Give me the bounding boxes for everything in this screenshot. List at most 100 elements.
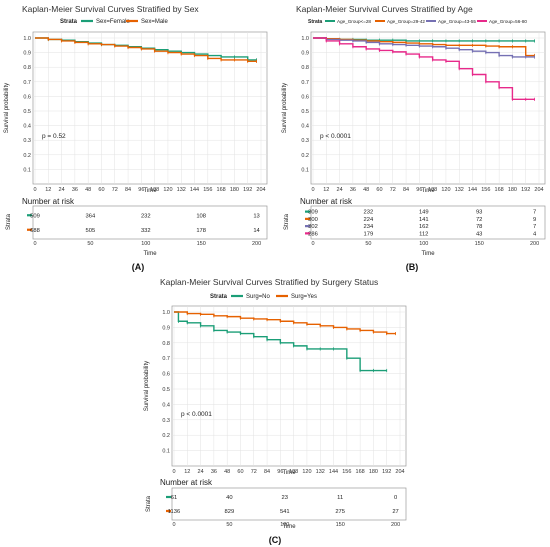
x-tick-label: 156 <box>203 187 212 193</box>
risk-cell: 541 <box>280 509 290 515</box>
risk-table: Number at risk Strata 61 40 23 11 0 1136 829 54… <box>146 478 407 530</box>
y-tick-label: 0.2 <box>162 433 170 439</box>
risk-table-cells: 61 40 23 11 0 1136 829 541 275 27 0 50 100 150 200 <box>166 495 400 528</box>
risk-cell: 332 <box>141 228 151 234</box>
x-tick-label: 120 <box>163 187 172 193</box>
y-tick-label: 0.5 <box>23 109 31 115</box>
legend-label-female: Sex=Female <box>96 19 131 25</box>
x-axis-ticks: 0 12 24 36 48 60 72 84 96 108 120 132 144 156 168 180 19… <box>172 469 404 475</box>
y-tick-label: 0.4 <box>162 402 170 408</box>
y-tick-label: 0.1 <box>301 167 309 173</box>
y-tick-label: 0.5 <box>162 387 170 393</box>
risk-cell: 162 <box>419 224 429 230</box>
risk-cell: 1136 <box>168 509 180 515</box>
risk-table-frame <box>310 205 546 240</box>
chart-title: Kaplan-Meier Survival Curves Stratified … <box>296 4 473 14</box>
x-tick-label: 96 <box>277 469 283 475</box>
x-tick-label: 72 <box>251 469 257 475</box>
y-tick-label: 0.9 <box>23 51 31 57</box>
x-tick-label: 168 <box>217 187 226 193</box>
gridlines <box>172 306 406 466</box>
risk-cell: 11 <box>337 495 343 501</box>
risk-table-xlabel: Time <box>282 524 296 530</box>
x-tick-label: 108 <box>150 187 159 193</box>
y-tick-label: 0.2 <box>301 153 309 159</box>
y-axis-ticks: 0.1 0.2 0.3 0.4 0.5 0.6 0.7 0.8 0.9 1.0 <box>301 36 309 173</box>
risk-cell: 108 <box>196 213 206 219</box>
x-tick-label: 168 <box>356 469 365 475</box>
risk-cell: 300 <box>308 217 318 223</box>
x-tick-label: 204 <box>256 187 265 193</box>
x-tick-label: 0 <box>311 187 314 193</box>
risk-table-cells: 309 232 149 93 7 300 224 141 72 9 302 234 162 78 7 286 1… <box>305 210 539 247</box>
y-axis-ticks: 0.1 0.2 0.3 0.4 0.5 0.6 0.7 0.8 0.9 1.0 <box>23 36 31 173</box>
legend-title: Strata <box>308 19 322 25</box>
risk-cell: 688 <box>30 228 40 234</box>
x-tick-label: 72 <box>112 187 118 193</box>
y-tick-label: 0.7 <box>23 80 31 86</box>
x-tick-label: 192 <box>243 187 252 193</box>
legend-label-surg-no: Surg=No <box>246 294 271 300</box>
risk-table-cells: 509 364 232 108 13 688 505 332 178 14 0 50 100 150 200 <box>27 213 261 247</box>
x-tick-label: 48 <box>363 187 369 193</box>
legend-title: Strata <box>60 19 78 25</box>
y-tick-label: 0.6 <box>301 94 309 100</box>
x-tick-label: 96 <box>138 187 144 193</box>
risk-cell: 40 <box>226 495 232 501</box>
legend-label-male: Sex=Male <box>141 19 169 25</box>
y-tick-label: 0.1 <box>162 449 170 455</box>
risk-x-tick-label: 200 <box>530 241 539 247</box>
chart-title: Kaplan-Meier Survival Curves Stratified … <box>22 4 199 14</box>
y-tick-label: 0.3 <box>301 138 309 144</box>
risk-table-xlabel: Time <box>143 251 157 257</box>
risk-x-tick-label: 150 <box>336 522 345 528</box>
x-tick-label: 36 <box>350 187 356 193</box>
risk-x-tick-label: 150 <box>197 241 206 247</box>
risk-cell: 364 <box>86 213 96 219</box>
risk-cell: 4 <box>533 231 537 237</box>
x-tick-label: 144 <box>190 187 199 193</box>
y-tick-label: 0.8 <box>162 341 170 347</box>
risk-x-tick-label: 50 <box>365 241 371 247</box>
x-tick-label: 84 <box>264 469 270 475</box>
survival-curve-0 <box>174 311 387 372</box>
x-tick-label: 156 <box>342 469 351 475</box>
x-tick-label: 84 <box>403 187 409 193</box>
legend: Strata Sex=Female Sex=Male <box>60 19 169 25</box>
plot-area <box>32 31 268 185</box>
legend-label-age-2: Age_Group=29-42 <box>387 19 425 24</box>
x-tick-label: 132 <box>316 469 325 475</box>
risk-cell: 141 <box>419 217 429 223</box>
x-tick-label: 12 <box>184 469 190 475</box>
y-axis-label: Survival probability <box>4 83 10 133</box>
risk-table-ylabel: Strata <box>284 213 290 230</box>
chart-title: Kaplan-Meier Survival Curves Stratified … <box>160 277 378 287</box>
x-tick-label: 12 <box>45 187 51 193</box>
survival-curves <box>35 37 257 63</box>
survival-curves <box>313 37 535 101</box>
plot-area <box>310 31 546 185</box>
panel-label: (C) <box>269 535 282 545</box>
risk-cell: 224 <box>364 217 374 223</box>
risk-x-tick-label: 50 <box>87 241 93 247</box>
x-tick-label: 156 <box>481 187 490 193</box>
risk-cell: 14 <box>253 228 260 234</box>
panel-surgery: Kaplan-Meier Survival Curves Stratified … <box>144 277 407 545</box>
survival-curves <box>174 311 396 373</box>
risk-cell: 505 <box>86 228 96 234</box>
risk-cell: 27 <box>392 509 398 515</box>
risk-x-tick-label: 100 <box>141 241 150 247</box>
x-tick-label: 132 <box>455 187 464 193</box>
x-tick-label: 72 <box>390 187 396 193</box>
y-axis-label: Survival probability <box>144 361 150 411</box>
risk-cell: 302 <box>308 224 318 230</box>
risk-table-frame <box>32 205 268 240</box>
risk-cell: 93 <box>476 210 482 216</box>
y-axis-label: Survival probability <box>282 83 288 133</box>
x-tick-label: 24 <box>198 469 204 475</box>
x-tick-label: 168 <box>495 187 504 193</box>
y-tick-label: 0.1 <box>23 167 31 173</box>
risk-x-tick-label: 200 <box>252 241 261 247</box>
x-tick-label: 24 <box>337 187 343 193</box>
